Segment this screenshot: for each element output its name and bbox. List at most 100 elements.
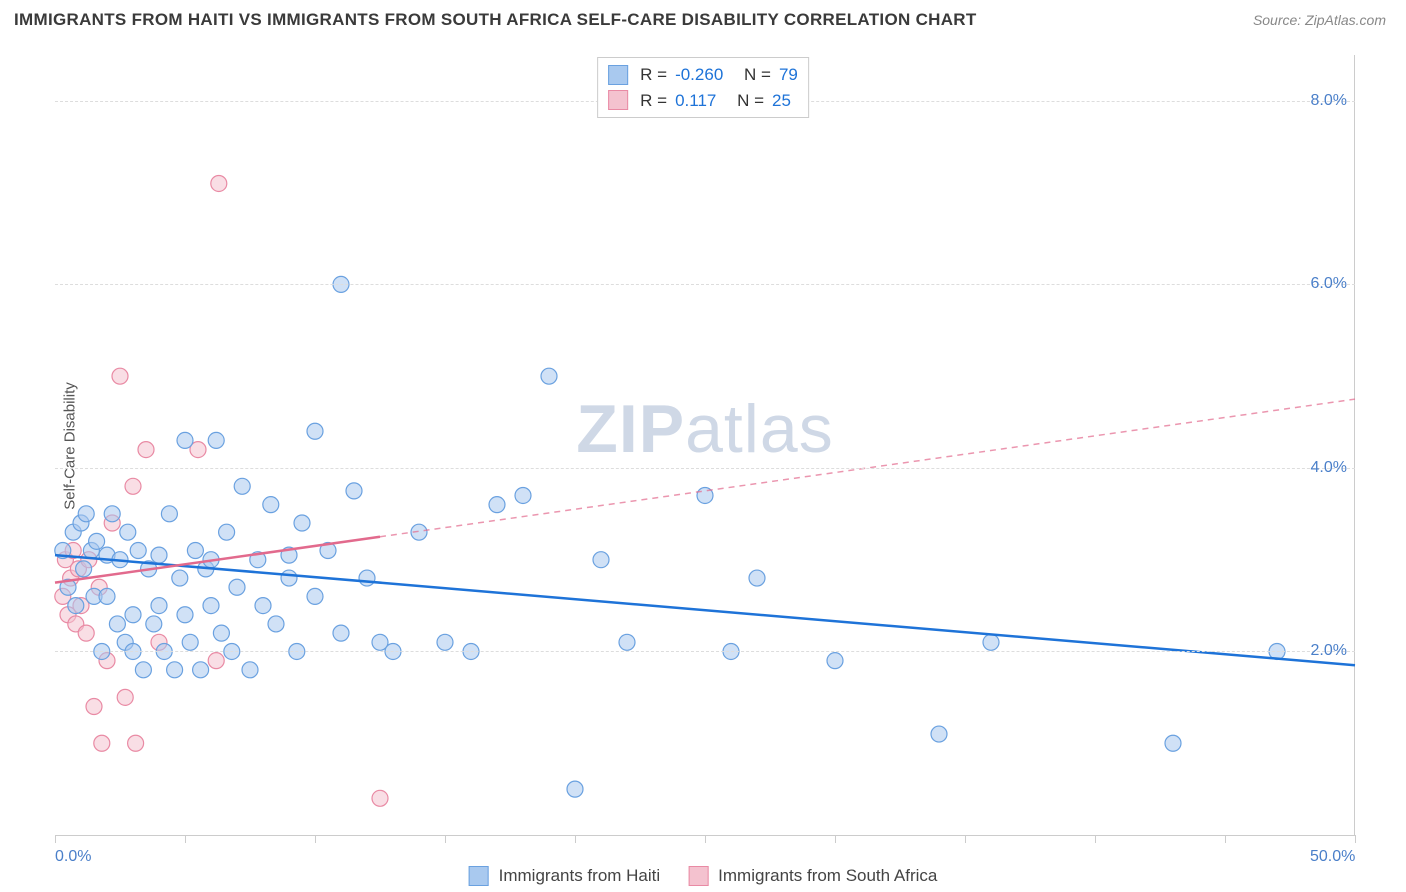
- x-tick: [185, 835, 186, 843]
- scatter-point-icon: [94, 735, 110, 751]
- scatter-point-icon: [359, 570, 375, 586]
- scatter-point-icon: [89, 533, 105, 549]
- scatter-point-icon: [109, 616, 125, 632]
- legend-n-value: 79: [779, 62, 798, 88]
- legend-swatch-icon: [608, 65, 628, 85]
- scatter-point-icon: [346, 483, 362, 499]
- bottom-legend: Immigrants from Haiti Immigrants from So…: [469, 866, 938, 886]
- scatter-point-icon: [203, 598, 219, 614]
- scatter-point-icon: [177, 432, 193, 448]
- scatter-point-icon: [86, 699, 102, 715]
- scatter-point-icon: [619, 634, 635, 650]
- legend-swatch-icon: [469, 866, 489, 886]
- scatter-point-icon: [983, 634, 999, 650]
- legend-r-label: R =: [640, 88, 667, 114]
- scatter-point-icon: [161, 506, 177, 522]
- x-tick: [315, 835, 316, 843]
- scatter-point-icon: [255, 598, 271, 614]
- scatter-point-icon: [172, 570, 188, 586]
- x-tick-label: 50.0%: [1310, 848, 1355, 866]
- x-tick: [705, 835, 706, 843]
- scatter-point-icon: [229, 579, 245, 595]
- scatter-point-icon: [76, 561, 92, 577]
- gridline: [55, 284, 1355, 285]
- scatter-point-icon: [242, 662, 258, 678]
- legend-item-label: Immigrants from South Africa: [718, 866, 937, 886]
- scatter-point-icon: [117, 689, 133, 705]
- scatter-point-icon: [120, 524, 136, 540]
- scatter-point-icon: [1165, 735, 1181, 751]
- scatter-point-icon: [437, 634, 453, 650]
- scatter-point-icon: [151, 547, 167, 563]
- scatter-point-icon: [128, 735, 144, 751]
- scatter-point-icon: [281, 570, 297, 586]
- scatter-point-icon: [78, 506, 94, 522]
- scatter-point-icon: [167, 662, 183, 678]
- legend-item: Immigrants from Haiti: [469, 866, 661, 886]
- legend-r-label: R =: [640, 62, 667, 88]
- x-tick: [965, 835, 966, 843]
- scatter-point-icon: [749, 570, 765, 586]
- scatter-point-icon: [99, 588, 115, 604]
- scatter-point-icon: [68, 598, 84, 614]
- scatter-point-icon: [146, 616, 162, 632]
- chart-title: IMMIGRANTS FROM HAITI VS IMMIGRANTS FROM…: [14, 10, 977, 30]
- scatter-point-icon: [151, 598, 167, 614]
- scatter-point-icon: [135, 662, 151, 678]
- x-tick: [445, 835, 446, 843]
- legend-swatch-icon: [688, 866, 708, 886]
- legend-swatch-icon: [608, 90, 628, 110]
- scatter-point-icon: [193, 662, 209, 678]
- legend-n-value: 25: [772, 88, 791, 114]
- scatter-point-icon: [541, 368, 557, 384]
- x-tick: [835, 835, 836, 843]
- legend-item: Immigrants from South Africa: [688, 866, 937, 886]
- x-tick-label: 0.0%: [55, 848, 91, 866]
- scatter-point-icon: [593, 552, 609, 568]
- gridline: [55, 651, 1355, 652]
- plot-area: ZIPatlas 2.0%4.0%6.0%8.0%: [55, 55, 1355, 836]
- legend-n-label: N =: [737, 88, 764, 114]
- x-tick: [1225, 835, 1226, 843]
- scatter-point-icon: [138, 442, 154, 458]
- scatter-point-icon: [827, 653, 843, 669]
- scatter-point-icon: [931, 726, 947, 742]
- scatter-point-icon: [515, 487, 531, 503]
- scatter-point-icon: [234, 478, 250, 494]
- x-tick: [575, 835, 576, 843]
- scatter-point-icon: [211, 175, 227, 191]
- scatter-point-icon: [130, 543, 146, 559]
- plot-svg: [55, 55, 1355, 835]
- scatter-point-icon: [219, 524, 235, 540]
- scatter-point-icon: [489, 497, 505, 513]
- legend-stats-row: R = 0.117 N = 25: [608, 88, 798, 114]
- scatter-point-icon: [263, 497, 279, 513]
- legend-item-label: Immigrants from Haiti: [499, 866, 661, 886]
- legend-n-label: N =: [744, 62, 771, 88]
- scatter-point-icon: [213, 625, 229, 641]
- scatter-point-icon: [268, 616, 284, 632]
- legend-r-value: 0.117: [675, 88, 716, 114]
- legend-r-value: -0.260: [675, 62, 723, 88]
- scatter-point-icon: [333, 625, 349, 641]
- scatter-point-icon: [182, 634, 198, 650]
- y-tick-label: 8.0%: [1311, 92, 1347, 110]
- scatter-point-icon: [208, 432, 224, 448]
- x-tick: [1095, 835, 1096, 843]
- scatter-point-icon: [104, 506, 120, 522]
- x-tick: [55, 835, 56, 843]
- legend-stats-row: R = -0.260 N = 79: [608, 62, 798, 88]
- scatter-point-icon: [125, 478, 141, 494]
- scatter-point-icon: [187, 543, 203, 559]
- gridline: [55, 468, 1355, 469]
- scatter-point-icon: [294, 515, 310, 531]
- scatter-point-icon: [372, 790, 388, 806]
- scatter-point-icon: [208, 653, 224, 669]
- scatter-point-icon: [125, 607, 141, 623]
- scatter-point-icon: [307, 588, 323, 604]
- y-tick-label: 6.0%: [1311, 275, 1347, 293]
- scatter-point-icon: [307, 423, 323, 439]
- trend-line: [55, 555, 1355, 665]
- legend-stats-box: R = -0.260 N = 79 R = 0.117 N = 25: [597, 57, 809, 118]
- y-tick-label: 4.0%: [1311, 459, 1347, 477]
